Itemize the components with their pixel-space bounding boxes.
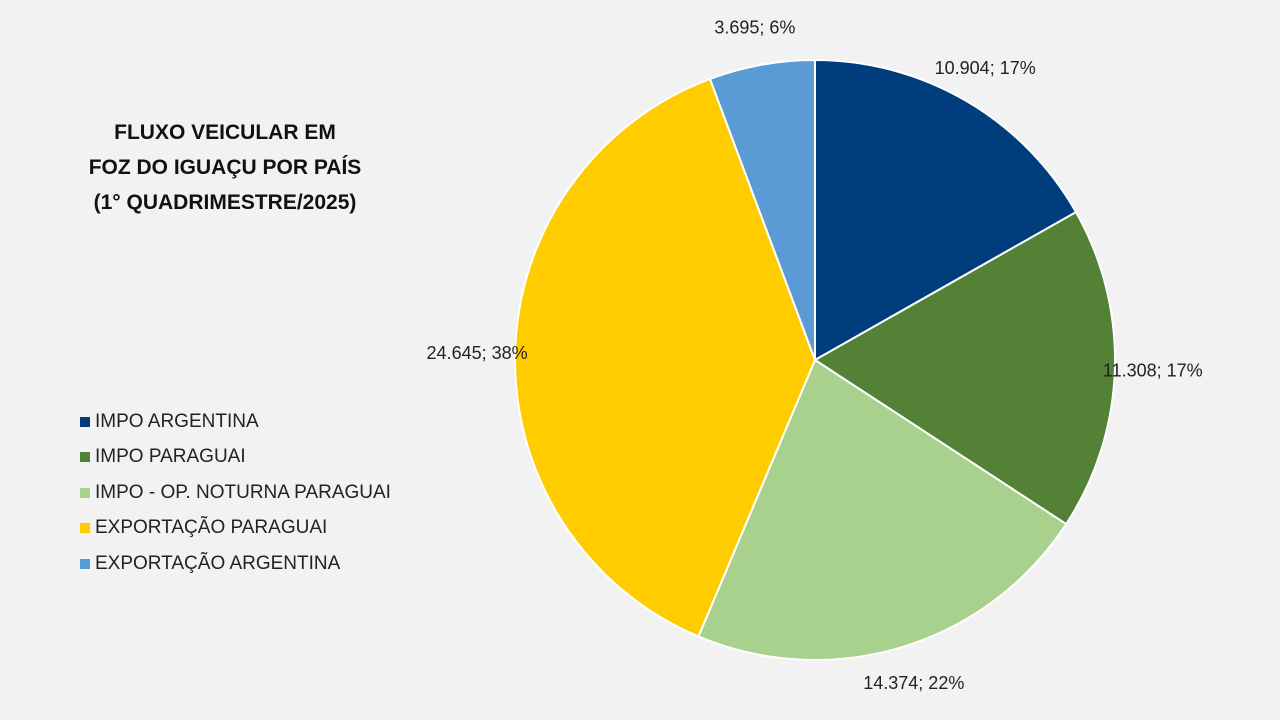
pie-slice-exportacao-argentina (708, 58, 816, 361)
chart-title: FLUXO VEICULAR EM FOZ DO IGUAÇU POR PAÍS… (40, 115, 410, 220)
pie-slice-impo-op-noturna-paraguai (697, 358, 1068, 661)
chart-title-line-3: (1° QUADRIMESTRE/2025) (93, 191, 357, 214)
legend-label: IMPO - OP. NOTURNA PARAGUAI (95, 481, 391, 503)
pie-slice-impo-argentina (814, 58, 1078, 362)
data-label-exportacao-argentina: 3.695; 6% (714, 17, 795, 37)
legend-swatch (80, 523, 90, 534)
legend-label: IMPO ARGENTINA (95, 410, 259, 432)
legend-item-impo-op-noturna-paraguai: IMPO - OP. NOTURNA PARAGUAI (80, 475, 391, 511)
legend-item-exportacao-argentina: EXPORTAÇÃO ARGENTINA (80, 546, 391, 582)
legend-item-impo-argentina: IMPO ARGENTINA (80, 404, 391, 440)
data-label-impo-argentina: 10.904; 17% (935, 58, 1036, 78)
data-label-impo-paraguai: 11.308; 17% (1103, 361, 1203, 381)
pie-slice-impo-paraguai (813, 210, 1116, 526)
legend-swatch (80, 558, 90, 569)
chart-title-line-1: FLUXO VEICULAR EM (114, 121, 336, 144)
legend-label: EXPORTAÇÃO ARGENTINA (95, 552, 341, 574)
legend-swatch (80, 487, 90, 498)
pie-slice-exportacao-paraguai (514, 77, 817, 638)
chart-title-line-2: FOZ DO IGUAÇU POR PAÍS (88, 156, 362, 179)
legend-label: IMPO PARAGUAI (95, 446, 246, 468)
chart-legend: IMPO ARGENTINA IMPO PARAGUAI IMPO - OP. … (80, 404, 391, 582)
legend-swatch (80, 452, 90, 463)
legend-item-impo-paraguai: IMPO PARAGUAI (80, 440, 391, 476)
data-label-exportacao-paraguai: 24.645; 38% (427, 343, 528, 363)
legend-label: EXPORTAÇÃO PARAGUAI (95, 517, 328, 539)
legend-swatch (80, 416, 90, 427)
data-label-impo-op-noturna-paraguai: 14.374; 22% (863, 673, 964, 693)
legend-item-exportacao-paraguai: EXPORTAÇÃO PARAGUAI (80, 511, 391, 547)
